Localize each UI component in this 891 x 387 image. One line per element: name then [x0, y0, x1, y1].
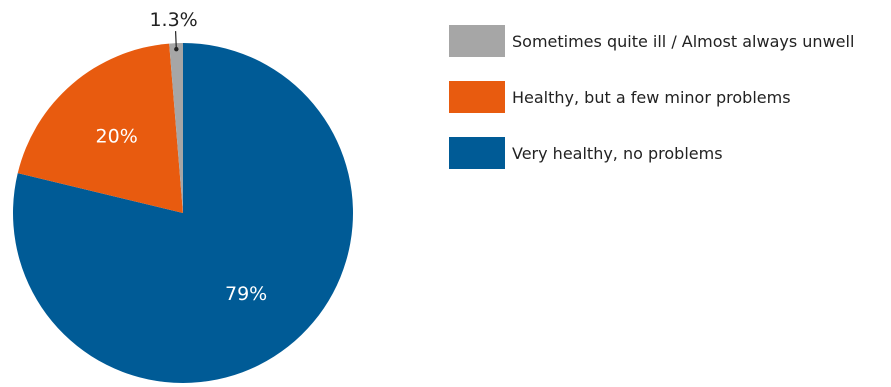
pie-slice-very-healthy-no-problems [12, 43, 354, 383]
pie-slice-healthy-but-a-few-minor-problems [17, 43, 184, 213]
pie-value-label-healthy-but-a-few-minor-problems: 20% [96, 126, 138, 148]
legend-label: Very healthy, no problems [512, 144, 723, 163]
pie-slices [12, 43, 354, 383]
legend-swatch [449, 25, 505, 57]
legend-item-sometimes-quite-ill-almost-always-unwell: Sometimes quite ill / Almost always unwe… [449, 25, 854, 57]
legend-label: Sometimes quite ill / Almost always unwe… [512, 32, 854, 51]
pie-slice-sometimes-quite-ill-almost-always-unwell [169, 43, 183, 213]
legend-label: Healthy, but a few minor problems [512, 88, 791, 107]
legend-item-very-healthy-no-problems: Very healthy, no problems [449, 137, 723, 169]
legend-item-healthy-but-a-few-minor-problems: Healthy, but a few minor problems [449, 81, 791, 113]
legend-swatch [449, 81, 505, 113]
pie-leader-line [174, 31, 177, 50]
pie-value-label-very-healthy-no-problems: 79% [225, 283, 267, 305]
legend-swatch [449, 137, 505, 169]
legend: Sometimes quite ill / Almost always unwe… [449, 25, 854, 169]
pie-leader-dot [174, 46, 179, 52]
pie-value-label-sometimes-quite-ill-almost-always-unwell: 1.3% [149, 9, 197, 31]
pie-labels: 79% 20% 1.3% [96, 9, 268, 305]
